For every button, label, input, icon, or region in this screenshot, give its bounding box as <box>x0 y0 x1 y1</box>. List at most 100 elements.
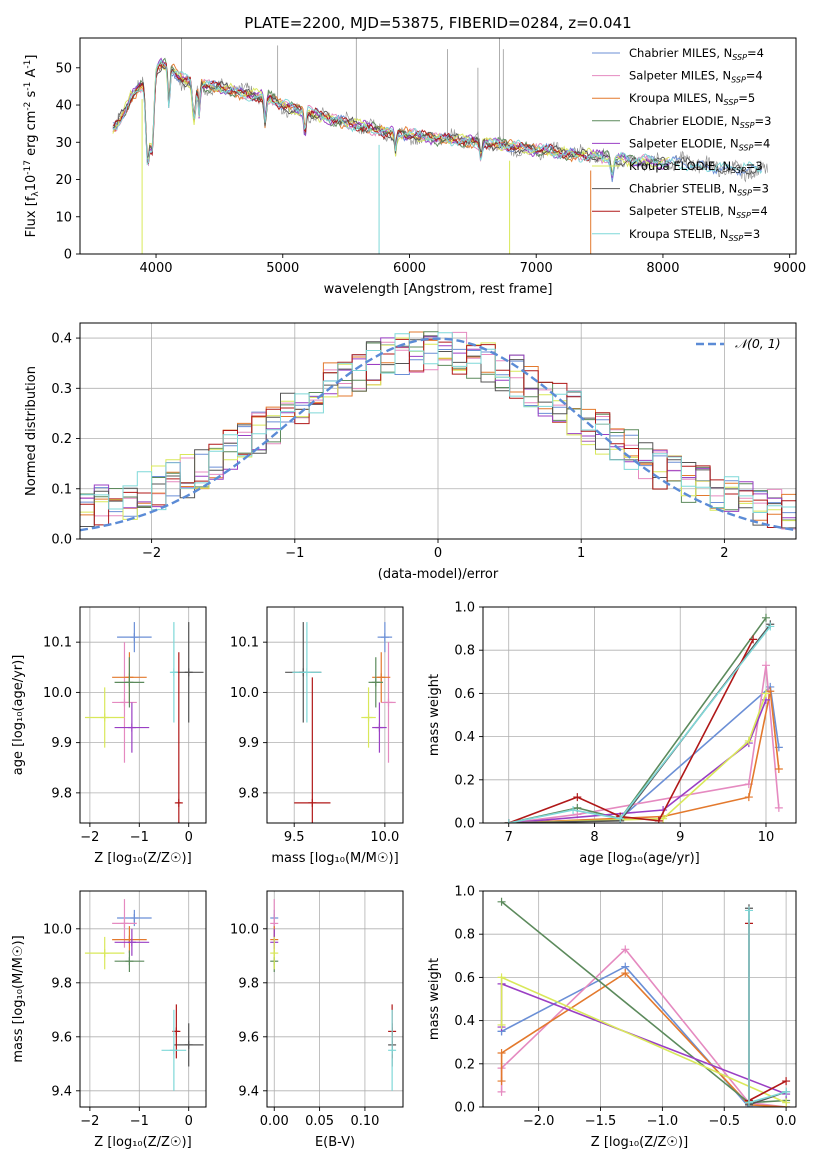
mass-weight-marker <box>774 803 783 812</box>
x-tick-label: 0 <box>185 1114 193 1129</box>
axes-frame <box>79 606 207 824</box>
x-tick-label: 8 <box>590 830 598 845</box>
mass-weight-marker <box>766 687 775 696</box>
plot-area <box>84 622 204 823</box>
errorbar-point <box>117 909 152 927</box>
x-axis-label: age [log₁₀(age/yr)] <box>579 851 700 866</box>
legend-label-main: Salpeter ELODIE, N <box>629 136 739 150</box>
y-axis-label-part: erg cm <box>24 111 39 160</box>
errorbar-point <box>368 657 384 708</box>
y-tick-label: 0.6 <box>454 687 475 702</box>
y-axis-label-part: A <box>24 69 39 82</box>
x-tick-label: 2 <box>720 546 728 561</box>
y-tick-label: 0.2 <box>454 1057 475 1072</box>
plot-area <box>84 899 204 1091</box>
mass-weight-marker <box>782 1087 791 1096</box>
plot-area <box>270 899 397 1091</box>
mass-weight-marker <box>744 736 753 745</box>
y-tick-label: 0.8 <box>454 644 475 659</box>
axes-frame <box>266 606 404 824</box>
legend-label-sub: SSP <box>736 211 751 220</box>
grid-lines <box>267 607 403 823</box>
legend-label-count: =4 <box>746 69 763 83</box>
x-axis-label: Z [log₁₀(Z/Z☉)] <box>591 1135 688 1150</box>
mass-weight-marker <box>621 969 630 978</box>
legend-label-count: =3 <box>743 227 760 241</box>
legend-label-count: =3 <box>746 159 763 173</box>
x-tick-label: −1 <box>285 546 304 561</box>
x-axis-label: (data-model)/error <box>378 567 499 582</box>
errorbar-point <box>270 936 279 970</box>
figure-title: PLATE=2200, MJD=53875, FIBERID=0284, z=0… <box>244 14 631 32</box>
y-tick-label: 0.2 <box>51 432 72 447</box>
x-tick-label: 0 <box>434 546 442 561</box>
legend-label: Chabrier MILES, NSSP=4 <box>629 46 764 62</box>
y-tick-label: 0.0 <box>51 533 72 548</box>
x-tick-label: 9.5 <box>284 830 305 845</box>
errorbar-point <box>174 652 183 823</box>
axes-frame <box>266 890 404 1108</box>
mass-weight-line <box>501 965 787 1107</box>
legend-label: 𝒩(0, 1) <box>735 336 781 351</box>
errorbar-point <box>381 642 396 763</box>
y-axis-label: mass weight <box>427 674 442 756</box>
errorbar-point <box>372 702 387 753</box>
errorbar-point <box>112 899 137 948</box>
y-tick-label: 9.4 <box>51 1084 72 1099</box>
errorbar-point <box>292 622 322 723</box>
legend-label-sub: SSP <box>729 234 744 243</box>
x-tick-label: 0.0 <box>776 1114 797 1129</box>
y-axis-label-part: s <box>24 90 39 101</box>
legend-label-sub: SSP <box>739 143 754 152</box>
panel-spectrum: 4000 5000 6000 7000 8000 9000 0 10 20 30 40 50 wavel… <box>23 37 806 297</box>
legend-label-main: Kroupa MILES, N <box>629 91 724 105</box>
y-tick-label: 9.9 <box>51 736 72 751</box>
y-axis-label-part: -1 <box>23 60 33 69</box>
axes-frame <box>482 890 797 1108</box>
y-tick-label: 10.0 <box>43 922 72 937</box>
y-tick-label: 10.1 <box>230 636 259 651</box>
panel-residuals: −2 −1 0 1 2 0.0 0.1 0.2 0.3 0.4 (data-model)/error… <box>24 322 797 582</box>
normal-curve <box>80 337 796 532</box>
y-tick-label: 9.6 <box>238 1030 259 1045</box>
errorbar-point <box>84 936 125 970</box>
y-tick-label: 10.0 <box>230 686 259 701</box>
legend-label-main: Chabrier ELODIE, N <box>629 114 740 128</box>
y-axis-label: age [log₁₀(age/yr)] <box>11 655 26 776</box>
legend-label-count: =3 <box>752 182 769 196</box>
mass-weight-marker <box>621 945 630 954</box>
x-tick-label: −2 <box>142 546 161 561</box>
y-tick-label: 0.4 <box>454 730 475 745</box>
mass-weight-marker <box>744 1098 753 1107</box>
mass-weight-marker <box>782 1098 791 1107</box>
y-tick-label: 9.8 <box>51 786 72 801</box>
model-spectrum-line <box>112 59 763 177</box>
panel-mass_vs_ebv: 0.00 0.05 0.10 9.4 9.6 9.8 10.0 E(B-V) <box>230 890 404 1150</box>
errorbar-point <box>161 1009 187 1091</box>
x-tick-label: 9000 <box>773 261 806 276</box>
x-axis-label: mass [log₁₀(M/M☉)] <box>271 851 398 866</box>
y-axis-label-part: -1 <box>23 82 33 91</box>
x-tick-label: −2 <box>80 830 99 845</box>
y-tick-label: 0.4 <box>51 332 72 347</box>
legend-label: Kroupa ELODIE, NSSP=3 <box>629 159 763 175</box>
y-axis-label: mass weight <box>427 958 442 1040</box>
x-tick-label: −1 <box>130 830 149 845</box>
y-axis-label: Flux [fλ10-17 erg cm-2 s-1 A-1] <box>23 55 41 238</box>
y-tick-label: 9.8 <box>51 976 72 991</box>
axes-frame <box>482 606 797 824</box>
x-tick-label: 0 <box>185 830 193 845</box>
y-axis-label-part: λ <box>31 191 41 197</box>
x-tick-label: 9 <box>676 830 684 845</box>
mass-weight-marker <box>761 661 770 670</box>
legend-label-count: =4 <box>747 46 764 60</box>
x-tick-label: 7 <box>505 830 513 845</box>
legend-label-main: Salpeter STELIB, N <box>629 204 736 218</box>
y-tick-label: 20 <box>55 173 72 188</box>
errorbar-point <box>114 702 150 753</box>
y-tick-label: 9.9 <box>238 736 259 751</box>
y-tick-label: 10.0 <box>230 922 259 937</box>
legend-label-main: Chabrier STELIB, N <box>629 182 737 196</box>
y-tick-label: 0.3 <box>51 382 72 397</box>
mass-weight-marker <box>782 1077 791 1086</box>
